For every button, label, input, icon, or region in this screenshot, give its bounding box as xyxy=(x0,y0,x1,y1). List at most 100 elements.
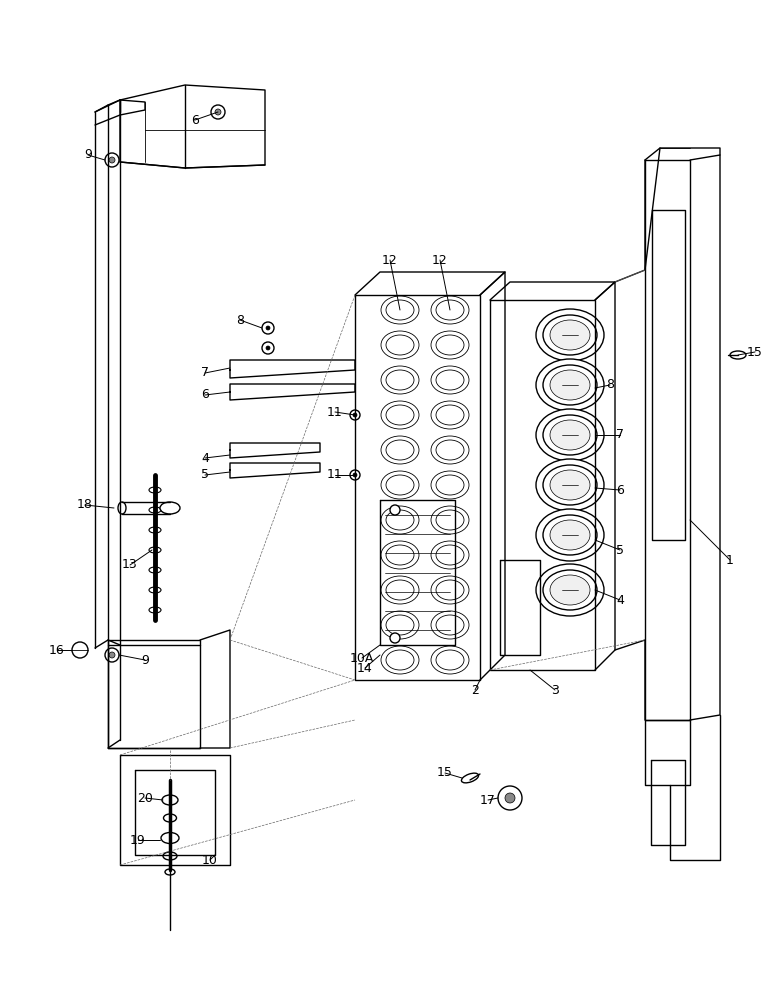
Ellipse shape xyxy=(536,309,604,361)
Ellipse shape xyxy=(149,487,161,493)
Ellipse shape xyxy=(536,359,604,411)
Ellipse shape xyxy=(163,852,177,860)
Ellipse shape xyxy=(550,420,590,450)
Ellipse shape xyxy=(431,296,469,324)
Ellipse shape xyxy=(381,296,419,324)
Ellipse shape xyxy=(386,545,414,565)
Ellipse shape xyxy=(431,471,469,499)
Text: 11: 11 xyxy=(327,468,343,482)
Ellipse shape xyxy=(381,541,419,569)
Ellipse shape xyxy=(160,502,180,514)
Ellipse shape xyxy=(536,564,604,616)
Circle shape xyxy=(350,470,360,480)
Circle shape xyxy=(390,505,400,515)
Ellipse shape xyxy=(462,773,479,783)
Circle shape xyxy=(266,346,270,350)
Ellipse shape xyxy=(431,611,469,639)
Text: 5: 5 xyxy=(616,544,624,556)
Ellipse shape xyxy=(118,502,126,514)
Ellipse shape xyxy=(431,541,469,569)
Ellipse shape xyxy=(550,575,590,605)
Circle shape xyxy=(105,153,119,167)
Text: 10: 10 xyxy=(202,854,218,866)
Text: 7: 7 xyxy=(201,366,209,379)
Ellipse shape xyxy=(381,366,419,394)
Ellipse shape xyxy=(431,436,469,464)
Circle shape xyxy=(105,648,119,662)
Ellipse shape xyxy=(436,405,464,425)
Ellipse shape xyxy=(431,331,469,359)
Circle shape xyxy=(109,652,115,658)
Ellipse shape xyxy=(436,650,464,670)
Ellipse shape xyxy=(149,507,161,513)
Ellipse shape xyxy=(386,335,414,355)
Ellipse shape xyxy=(550,470,590,500)
Ellipse shape xyxy=(386,650,414,670)
Text: 16: 16 xyxy=(49,644,65,656)
Ellipse shape xyxy=(431,576,469,604)
Ellipse shape xyxy=(431,401,469,429)
Ellipse shape xyxy=(431,646,469,674)
Text: 7: 7 xyxy=(616,428,624,442)
Ellipse shape xyxy=(381,576,419,604)
Ellipse shape xyxy=(386,475,414,495)
Ellipse shape xyxy=(164,814,177,822)
Ellipse shape xyxy=(436,300,464,320)
Text: 11: 11 xyxy=(327,406,343,418)
Circle shape xyxy=(262,322,274,334)
Ellipse shape xyxy=(381,471,419,499)
Ellipse shape xyxy=(149,587,161,593)
Text: 9: 9 xyxy=(84,148,92,161)
Ellipse shape xyxy=(149,527,161,533)
Ellipse shape xyxy=(543,365,597,405)
Text: 15: 15 xyxy=(437,766,453,780)
Text: 9: 9 xyxy=(141,654,149,666)
Ellipse shape xyxy=(431,366,469,394)
Ellipse shape xyxy=(386,615,414,635)
Text: 10A: 10A xyxy=(350,652,374,664)
Ellipse shape xyxy=(386,300,414,320)
Text: 18: 18 xyxy=(77,498,93,512)
Ellipse shape xyxy=(436,440,464,460)
Text: 1: 1 xyxy=(726,554,734,566)
Ellipse shape xyxy=(386,440,414,460)
Text: 20: 20 xyxy=(137,792,153,804)
Text: 12: 12 xyxy=(432,253,448,266)
Text: 13: 13 xyxy=(122,558,138,572)
Ellipse shape xyxy=(149,607,161,613)
Circle shape xyxy=(353,413,357,417)
Ellipse shape xyxy=(436,335,464,355)
Ellipse shape xyxy=(436,545,464,565)
Ellipse shape xyxy=(381,401,419,429)
Text: 17: 17 xyxy=(480,794,496,806)
Text: 19: 19 xyxy=(130,834,146,846)
Text: 14: 14 xyxy=(357,662,373,674)
Text: 12: 12 xyxy=(382,253,398,266)
Ellipse shape xyxy=(436,510,464,530)
Ellipse shape xyxy=(536,409,604,461)
Ellipse shape xyxy=(550,370,590,400)
Ellipse shape xyxy=(149,547,161,553)
Text: 3: 3 xyxy=(551,684,559,696)
Ellipse shape xyxy=(436,475,464,495)
Circle shape xyxy=(72,642,88,658)
Circle shape xyxy=(353,473,357,477)
Ellipse shape xyxy=(536,509,604,561)
Ellipse shape xyxy=(381,646,419,674)
Ellipse shape xyxy=(386,370,414,390)
Ellipse shape xyxy=(550,520,590,550)
Ellipse shape xyxy=(543,515,597,555)
Ellipse shape xyxy=(149,567,161,573)
Ellipse shape xyxy=(165,869,175,875)
Ellipse shape xyxy=(436,370,464,390)
Ellipse shape xyxy=(536,459,604,511)
Text: 6: 6 xyxy=(191,113,199,126)
Ellipse shape xyxy=(730,351,746,359)
Text: 5: 5 xyxy=(201,468,209,482)
Ellipse shape xyxy=(386,405,414,425)
Circle shape xyxy=(215,109,221,115)
Circle shape xyxy=(350,410,360,420)
Ellipse shape xyxy=(543,570,597,610)
Text: 2: 2 xyxy=(471,684,479,696)
Circle shape xyxy=(109,157,115,163)
